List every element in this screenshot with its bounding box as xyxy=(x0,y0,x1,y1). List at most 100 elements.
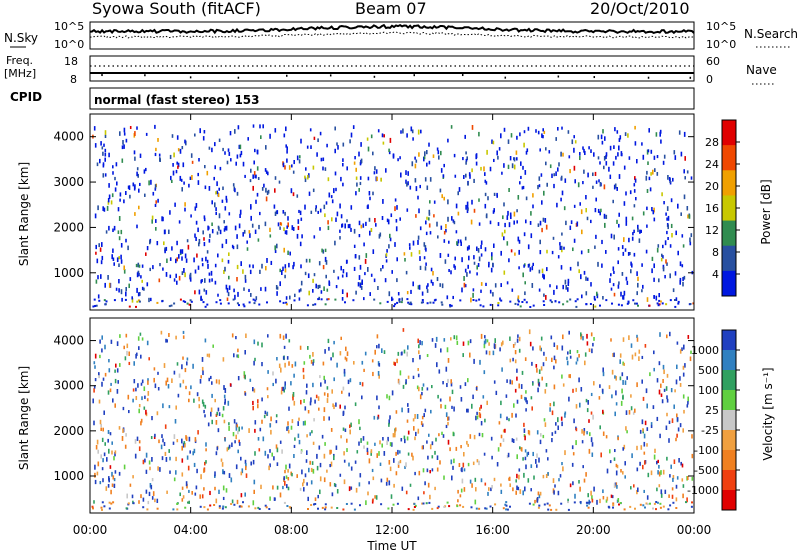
echo-cell xyxy=(137,262,140,268)
echo-cell xyxy=(166,490,168,494)
echo-cell xyxy=(378,363,381,367)
echo-cell xyxy=(111,471,113,477)
echo-cell xyxy=(274,497,276,501)
echo-cell xyxy=(339,236,341,240)
echo-cell xyxy=(568,155,571,159)
echo-cell xyxy=(356,450,359,454)
echo-cell xyxy=(310,145,312,149)
echo-cell xyxy=(551,250,554,255)
echo-cell xyxy=(358,220,361,226)
echo-cell xyxy=(334,148,336,154)
echo-cell xyxy=(264,450,267,456)
echo-cell xyxy=(319,131,322,136)
echo-cell xyxy=(483,370,486,375)
echo-cell xyxy=(323,204,326,210)
echo-cell xyxy=(658,389,661,395)
echo-cell xyxy=(641,263,643,267)
echo-cell xyxy=(370,449,373,454)
echo-cell xyxy=(619,353,622,358)
echo-cell xyxy=(507,164,510,170)
echo-cell xyxy=(290,188,293,194)
echo-cell xyxy=(683,169,685,174)
echo-cell xyxy=(207,422,210,427)
echo-cell xyxy=(333,483,336,487)
echo-cell xyxy=(662,160,665,165)
echo-cell xyxy=(132,398,134,403)
echo-cell xyxy=(105,230,108,234)
echo-cell xyxy=(420,421,423,426)
echo-cell xyxy=(453,432,455,437)
echo-cell xyxy=(238,439,240,444)
echo-cell xyxy=(434,450,436,455)
echo-cell xyxy=(361,382,364,387)
echo-cell xyxy=(157,138,159,142)
echo-cell xyxy=(136,171,138,177)
echo-cell xyxy=(161,456,164,461)
echo-cell xyxy=(178,254,180,259)
echo-cell xyxy=(641,289,643,293)
echo-cell xyxy=(546,267,548,272)
echo-cell xyxy=(422,468,425,473)
echo-cell xyxy=(218,213,221,219)
echo-cell xyxy=(627,252,630,256)
echo-cell xyxy=(419,256,421,261)
echo-cell xyxy=(466,440,468,445)
echo-cell xyxy=(101,437,104,443)
echo-cell xyxy=(675,379,678,385)
ground-echo-cell xyxy=(110,502,113,505)
echo-cell xyxy=(117,207,120,212)
echo-cell xyxy=(609,145,612,151)
ground-echo-cell xyxy=(289,506,291,509)
echo-cell xyxy=(304,177,307,183)
echo-cell xyxy=(173,278,176,282)
ground-echo-cell xyxy=(675,507,678,509)
echo-cell xyxy=(103,207,106,212)
echo-cell xyxy=(274,249,277,254)
echo-cell xyxy=(167,384,170,389)
echo-cell xyxy=(614,411,616,417)
echo-cell xyxy=(177,165,179,169)
echo-cell xyxy=(553,355,556,361)
echo-cell xyxy=(636,337,639,342)
echo-cell xyxy=(474,499,477,505)
echo-cell xyxy=(134,212,136,216)
echo-cell xyxy=(663,388,666,392)
echo-cell xyxy=(681,478,684,482)
echo-cell xyxy=(196,468,198,474)
echo-cell xyxy=(204,414,206,418)
echo-cell xyxy=(523,472,525,478)
echo-cell xyxy=(513,403,515,408)
echo-cell xyxy=(643,441,646,447)
echo-cell xyxy=(342,269,345,274)
echo-cell xyxy=(108,225,110,231)
ground-echo-cell xyxy=(489,505,492,508)
sky-noise-line xyxy=(89,23,695,35)
echo-cell xyxy=(92,398,94,404)
echo-cell xyxy=(389,415,391,420)
echo-cell xyxy=(264,410,267,415)
echo-cell xyxy=(192,363,194,369)
echo-cell xyxy=(140,421,142,426)
echo-cell xyxy=(276,291,278,296)
echo-cell xyxy=(439,188,442,193)
echo-cell xyxy=(666,395,668,400)
echo-cell xyxy=(379,462,382,466)
echo-cell xyxy=(463,468,466,472)
echo-cell xyxy=(252,264,254,269)
echo-cell xyxy=(298,289,301,293)
echo-cell xyxy=(620,291,622,297)
echo-cell xyxy=(461,467,463,473)
echo-cell xyxy=(385,168,387,173)
echo-cell xyxy=(525,390,527,394)
echo-cell xyxy=(111,441,113,445)
echo-cell xyxy=(168,449,170,453)
echo-cell xyxy=(381,348,383,353)
echo-cell xyxy=(99,419,102,425)
echo-cell xyxy=(108,194,111,199)
echo-cell xyxy=(532,346,534,351)
echo-cell xyxy=(169,257,172,261)
echo-cell xyxy=(580,209,583,215)
echo-cell xyxy=(450,270,452,275)
ground-echo-cell xyxy=(659,506,662,509)
freq-dot xyxy=(329,74,332,77)
